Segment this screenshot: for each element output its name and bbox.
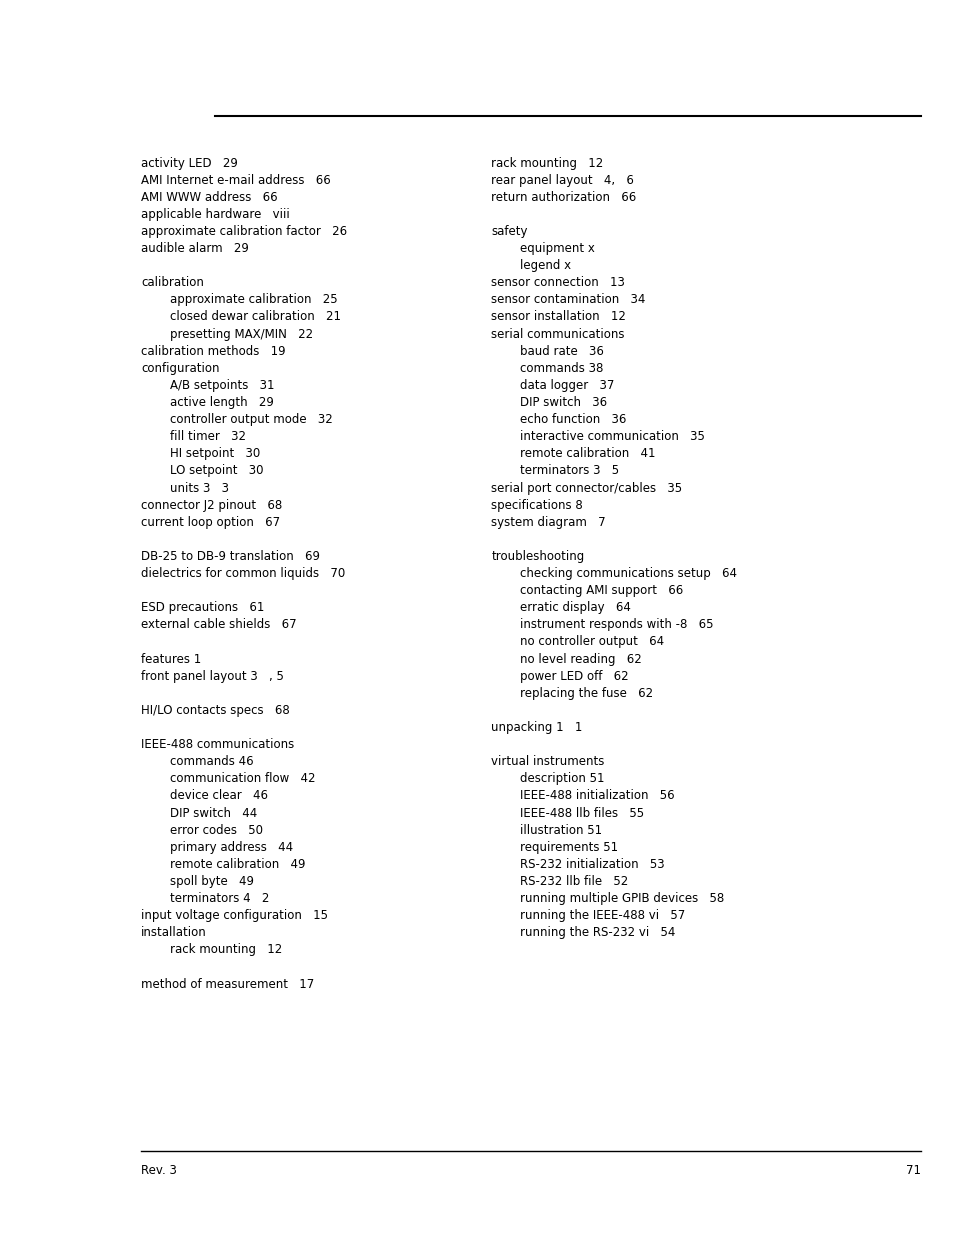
Text: active length   29: active length 29	[170, 396, 274, 409]
Text: terminators 4   2: terminators 4 2	[170, 892, 269, 905]
Text: replacing the fuse   62: replacing the fuse 62	[519, 687, 653, 700]
Text: commands 38: commands 38	[519, 362, 602, 374]
Text: AMI WWW address   66: AMI WWW address 66	[141, 190, 277, 204]
Text: erratic display   64: erratic display 64	[519, 601, 630, 614]
Text: device clear   46: device clear 46	[170, 789, 268, 803]
Text: sensor contamination   34: sensor contamination 34	[491, 294, 645, 306]
Text: controller output mode   32: controller output mode 32	[170, 412, 333, 426]
Text: terminators 3   5: terminators 3 5	[519, 464, 618, 478]
Text: contacting AMI support   66: contacting AMI support 66	[519, 584, 682, 598]
Text: ESD precautions   61: ESD precautions 61	[141, 601, 264, 614]
Text: commands 46: commands 46	[170, 755, 253, 768]
Text: Rev. 3: Rev. 3	[141, 1165, 177, 1177]
Text: HI/LO contacts specs   68: HI/LO contacts specs 68	[141, 704, 290, 716]
Text: AMI Internet e-mail address   66: AMI Internet e-mail address 66	[141, 174, 331, 186]
Text: virtual instruments: virtual instruments	[491, 755, 604, 768]
Text: IEEE-488 initialization   56: IEEE-488 initialization 56	[519, 789, 674, 803]
Text: sensor installation   12: sensor installation 12	[491, 310, 625, 324]
Text: no controller output   64: no controller output 64	[519, 636, 663, 648]
Text: front panel layout 3   , 5: front panel layout 3 , 5	[141, 669, 284, 683]
Text: illustration 51: illustration 51	[519, 824, 601, 836]
Text: LO setpoint   30: LO setpoint 30	[170, 464, 263, 478]
Text: no level reading   62: no level reading 62	[519, 652, 641, 666]
Text: calibration methods   19: calibration methods 19	[141, 345, 286, 358]
Text: interactive communication   35: interactive communication 35	[519, 430, 704, 443]
Text: calibration: calibration	[141, 277, 204, 289]
Text: baud rate   36: baud rate 36	[519, 345, 603, 358]
Text: rear panel layout   4,   6: rear panel layout 4, 6	[491, 174, 634, 186]
Text: activity LED   29: activity LED 29	[141, 157, 238, 169]
Text: equipment x: equipment x	[519, 242, 594, 256]
Text: legend x: legend x	[519, 259, 571, 272]
Text: installation: installation	[141, 926, 207, 940]
Text: closed dewar calibration   21: closed dewar calibration 21	[170, 310, 340, 324]
Text: echo function   36: echo function 36	[519, 412, 626, 426]
Text: checking communications setup   64: checking communications setup 64	[519, 567, 736, 580]
Text: error codes   50: error codes 50	[170, 824, 262, 836]
Text: instrument responds with -8   65: instrument responds with -8 65	[519, 619, 713, 631]
Text: safety: safety	[491, 225, 527, 238]
Text: features 1: features 1	[141, 652, 201, 666]
Text: running multiple GPIB devices   58: running multiple GPIB devices 58	[519, 892, 723, 905]
Text: approximate calibration   25: approximate calibration 25	[170, 294, 337, 306]
Text: troubleshooting: troubleshooting	[491, 550, 584, 563]
Text: spoll byte   49: spoll byte 49	[170, 874, 253, 888]
Text: description 51: description 51	[519, 772, 604, 785]
Text: presetting MAX/MIN   22: presetting MAX/MIN 22	[170, 327, 313, 341]
Text: IEEE-488 llb files   55: IEEE-488 llb files 55	[519, 806, 643, 820]
Text: return authorization   66: return authorization 66	[491, 190, 636, 204]
Text: audible alarm   29: audible alarm 29	[141, 242, 249, 256]
Text: fill timer   32: fill timer 32	[170, 430, 246, 443]
Text: method of measurement   17: method of measurement 17	[141, 978, 314, 990]
Text: RS-232 llb file   52: RS-232 llb file 52	[519, 874, 627, 888]
Text: unpacking 1   1: unpacking 1 1	[491, 721, 582, 734]
Text: 71: 71	[904, 1165, 920, 1177]
Text: HI setpoint   30: HI setpoint 30	[170, 447, 260, 461]
Text: power LED off   62: power LED off 62	[519, 669, 628, 683]
Text: system diagram   7: system diagram 7	[491, 516, 605, 529]
Text: communication flow   42: communication flow 42	[170, 772, 315, 785]
Text: DB-25 to DB-9 translation   69: DB-25 to DB-9 translation 69	[141, 550, 320, 563]
Text: remote calibration   41: remote calibration 41	[519, 447, 655, 461]
Text: rack mounting   12: rack mounting 12	[170, 944, 282, 956]
Text: dielectrics for common liquids   70: dielectrics for common liquids 70	[141, 567, 345, 580]
Text: input voltage configuration   15: input voltage configuration 15	[141, 909, 328, 923]
Text: DIP switch   44: DIP switch 44	[170, 806, 256, 820]
Text: configuration: configuration	[141, 362, 219, 374]
Text: rack mounting   12: rack mounting 12	[491, 157, 603, 169]
Text: specifications 8: specifications 8	[491, 499, 582, 511]
Text: applicable hardware   viii: applicable hardware viii	[141, 207, 290, 221]
Text: primary address   44: primary address 44	[170, 841, 293, 853]
Text: running the IEEE-488 vi   57: running the IEEE-488 vi 57	[519, 909, 684, 923]
Text: DIP switch   36: DIP switch 36	[519, 396, 606, 409]
Text: IEEE-488 communications: IEEE-488 communications	[141, 739, 294, 751]
Text: running the RS-232 vi   54: running the RS-232 vi 54	[519, 926, 675, 940]
Text: sensor connection   13: sensor connection 13	[491, 277, 624, 289]
Text: connector J2 pinout   68: connector J2 pinout 68	[141, 499, 282, 511]
Text: requirements 51: requirements 51	[519, 841, 618, 853]
Text: approximate calibration factor   26: approximate calibration factor 26	[141, 225, 347, 238]
Text: external cable shields   67: external cable shields 67	[141, 619, 296, 631]
Text: serial port connector/cables   35: serial port connector/cables 35	[491, 482, 681, 494]
Text: data logger   37: data logger 37	[519, 379, 614, 391]
Text: serial communications: serial communications	[491, 327, 624, 341]
Text: remote calibration   49: remote calibration 49	[170, 858, 305, 871]
Text: current loop option   67: current loop option 67	[141, 516, 280, 529]
Text: units 3   3: units 3 3	[170, 482, 229, 494]
Text: RS-232 initialization   53: RS-232 initialization 53	[519, 858, 664, 871]
Text: A/B setpoints   31: A/B setpoints 31	[170, 379, 274, 391]
